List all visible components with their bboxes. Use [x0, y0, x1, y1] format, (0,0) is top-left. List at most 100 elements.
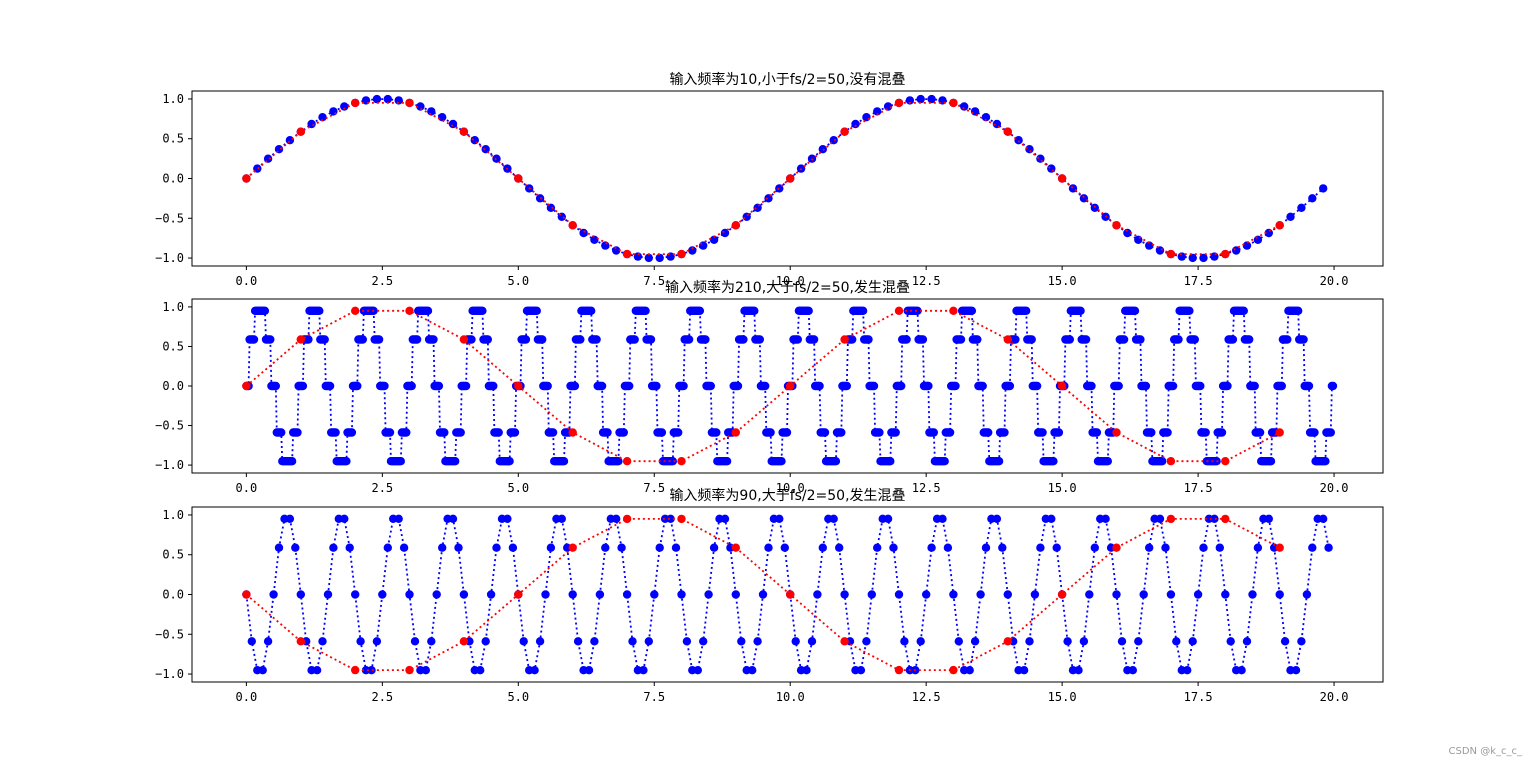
data-point	[1277, 381, 1287, 391]
data-point	[351, 306, 360, 315]
data-point	[530, 666, 539, 675]
data-point	[1025, 145, 1034, 154]
data-point	[1239, 306, 1249, 315]
data-point	[557, 212, 566, 221]
x-tick-label: 12.5	[912, 274, 941, 288]
data-point	[679, 381, 688, 391]
x-tick-label: 5.0	[507, 481, 529, 495]
x-tick-label: 2.5	[371, 690, 393, 704]
x-tick-label: 0.0	[236, 481, 258, 495]
data-point	[568, 221, 577, 230]
data-point	[951, 381, 960, 391]
data-point	[802, 666, 811, 675]
data-point	[731, 428, 740, 437]
data-point	[807, 637, 817, 646]
data-point	[296, 127, 305, 136]
data-point	[682, 637, 692, 646]
data-point	[733, 381, 743, 391]
data-point	[590, 637, 599, 646]
data-point	[924, 381, 933, 391]
series-downsampled	[242, 306, 1284, 466]
data-point	[597, 381, 607, 391]
data-point	[266, 335, 275, 344]
data-point	[342, 457, 351, 466]
data-point	[862, 637, 871, 646]
data-point	[372, 637, 382, 646]
data-point	[840, 637, 849, 646]
data-point	[1248, 590, 1257, 599]
data-point	[1291, 666, 1301, 675]
data-point	[1145, 241, 1154, 250]
data-point	[568, 543, 577, 552]
data-point	[394, 96, 403, 105]
data-point	[1286, 212, 1295, 221]
chart-title: 输入频率为90,大于fs/2=50,发生混叠	[669, 487, 905, 504]
data-point	[603, 428, 612, 437]
data-point	[848, 335, 857, 344]
data-point	[1280, 637, 1290, 646]
data-point	[247, 637, 256, 646]
data-point	[514, 590, 523, 599]
data-point	[459, 335, 469, 344]
data-point	[304, 335, 313, 344]
x-tick-label: 7.5	[643, 274, 665, 288]
data-point	[543, 381, 552, 391]
data-point	[742, 212, 751, 221]
data-point	[739, 335, 748, 344]
data-point	[777, 457, 786, 466]
data-point	[1134, 235, 1143, 244]
data-point	[856, 666, 866, 675]
data-point	[285, 514, 295, 523]
data-point	[1299, 335, 1308, 344]
data-point	[1196, 381, 1205, 391]
data-point	[949, 306, 958, 315]
data-point	[329, 107, 338, 116]
data-point	[1038, 428, 1047, 437]
data-point	[693, 666, 702, 675]
x-tick-label: 2.5	[371, 274, 393, 288]
data-point	[973, 335, 982, 344]
data-point	[753, 637, 762, 646]
data-point	[704, 590, 713, 599]
data-point	[644, 253, 653, 263]
data-point	[1297, 637, 1306, 646]
data-point	[1174, 335, 1183, 344]
data-point	[873, 543, 882, 552]
data-point	[994, 457, 1004, 466]
data-point	[467, 335, 476, 344]
x-tick-label: 20.0	[1320, 481, 1349, 495]
data-point	[1266, 457, 1276, 466]
data-point	[666, 514, 675, 523]
x-tick-label: 12.5	[912, 690, 941, 704]
data-point	[873, 107, 882, 116]
data-point	[601, 543, 610, 552]
data-point	[1275, 428, 1284, 437]
data-point	[1188, 637, 1197, 646]
data-point	[1090, 543, 1100, 552]
data-point	[478, 306, 487, 315]
data-point	[242, 590, 251, 599]
data-point	[1264, 514, 1274, 523]
data-point	[1003, 637, 1012, 646]
data-point	[949, 98, 958, 108]
data-point	[451, 457, 460, 466]
data-point	[1245, 335, 1254, 344]
data-point	[761, 381, 770, 391]
data-point	[494, 428, 503, 437]
data-point	[674, 428, 683, 437]
data-point	[590, 235, 599, 244]
data-point	[1275, 590, 1284, 599]
data-point	[1166, 514, 1176, 524]
data-point	[481, 637, 490, 646]
data-point	[535, 637, 545, 646]
data-point	[840, 127, 849, 136]
data-point	[427, 637, 436, 646]
data-point	[1242, 241, 1252, 250]
data-point	[459, 637, 469, 646]
data-point	[429, 335, 438, 344]
data-point	[644, 637, 653, 646]
data-point	[1199, 543, 1208, 552]
data-point	[894, 306, 904, 315]
data-point	[1166, 590, 1176, 599]
data-point	[1161, 543, 1170, 552]
